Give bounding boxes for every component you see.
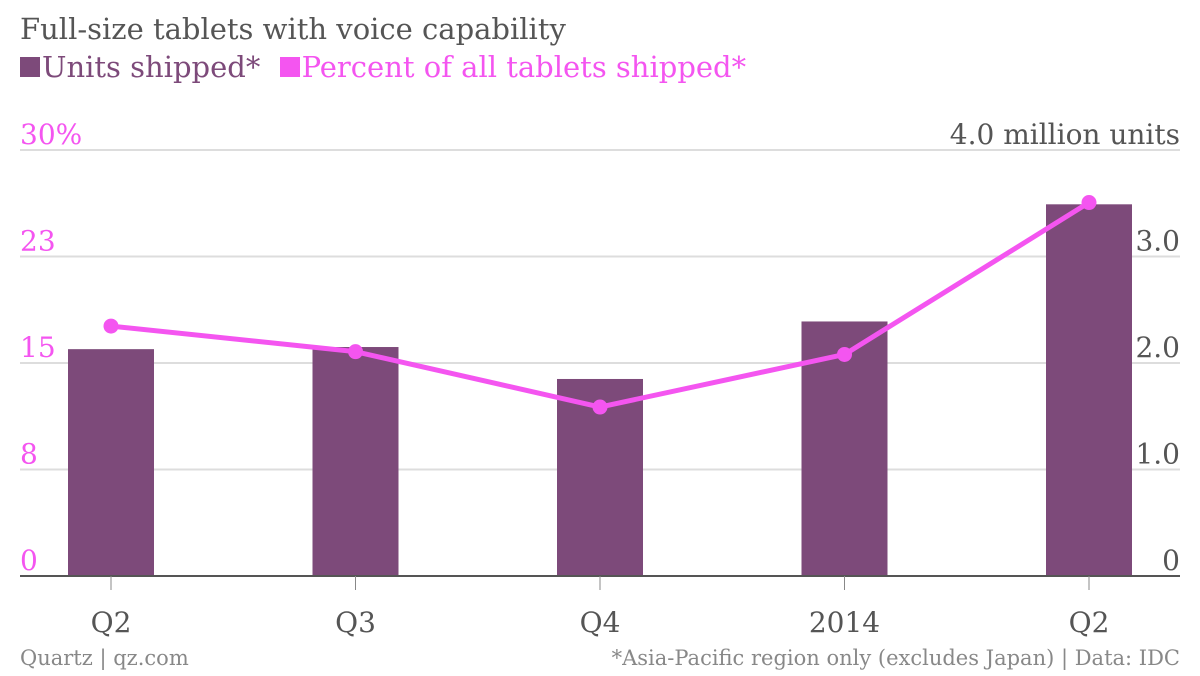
bar bbox=[801, 321, 888, 576]
legend-swatch-percent bbox=[279, 57, 300, 77]
line-point bbox=[348, 344, 363, 360]
line-point bbox=[1081, 195, 1097, 211]
legend-item-units: Units shipped* bbox=[20, 50, 260, 84]
x-tick-label: Q2 bbox=[1069, 606, 1110, 639]
legend-item-percent: Percent of all tablets shipped* bbox=[279, 50, 747, 84]
left-axis-tick-label: 30% bbox=[20, 118, 82, 151]
right-axis-tick-label: 2.0 bbox=[1135, 331, 1180, 364]
footer-source-right: *Asia-Pacific region only (excludes Japa… bbox=[611, 646, 1180, 670]
bar bbox=[1046, 204, 1132, 576]
x-tick-label: Q3 bbox=[335, 606, 376, 639]
legend-label-units: Units shipped* bbox=[42, 50, 261, 84]
x-tick-label: Q2 bbox=[91, 606, 132, 639]
left-axis-tick-label: 23 bbox=[20, 225, 56, 258]
right-axis-tick-label: 3.0 bbox=[1135, 225, 1180, 258]
footer-source-left: Quartz | qz.com bbox=[20, 646, 189, 670]
left-axis-tick-label: 8 bbox=[20, 438, 38, 471]
bar bbox=[312, 347, 399, 576]
line-point bbox=[592, 399, 608, 415]
legend-swatch-units bbox=[20, 57, 40, 77]
legend-label-percent: Percent of all tablets shipped* bbox=[301, 50, 747, 84]
chart-title: Full-size tablets with voice capability bbox=[20, 12, 566, 46]
legend: Units shipped* Percent of all tablets sh… bbox=[20, 50, 756, 84]
line-point bbox=[837, 346, 852, 362]
left-axis-tick-label: 0 bbox=[20, 544, 38, 577]
x-tick-label: 2014 bbox=[809, 606, 880, 639]
left-axis-tick-label: 15 bbox=[20, 331, 56, 364]
x-tick-label: Q4 bbox=[580, 606, 621, 639]
right-axis-tick-label: 0 bbox=[1162, 544, 1180, 577]
right-axis-tick-label: 1.0 bbox=[1135, 438, 1180, 471]
right-axis-tick-label: 4.0 million units bbox=[950, 118, 1180, 151]
line-point bbox=[103, 318, 119, 334]
bar bbox=[68, 349, 154, 576]
line-series-percent bbox=[108, 200, 1092, 410]
